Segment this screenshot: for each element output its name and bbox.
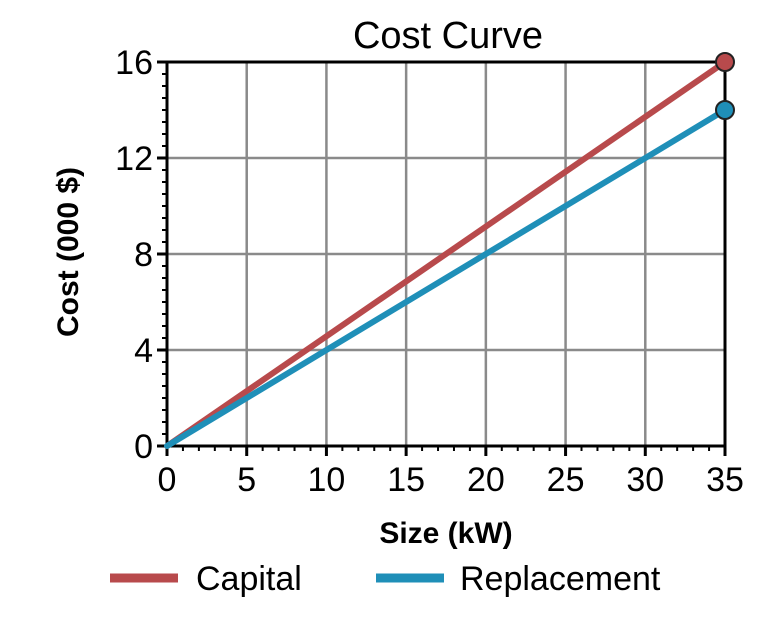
- x-tick-label: 0: [158, 461, 177, 499]
- y-axis-title: Cost (000 $): [52, 167, 85, 337]
- x-tick-label: 20: [467, 461, 505, 499]
- x-tick-label: 25: [547, 461, 585, 499]
- y-tick-label: 0: [134, 428, 153, 466]
- chart-title: Cost Curve: [353, 15, 543, 57]
- y-axis-ticks: 0 4 8 12 16: [115, 44, 167, 466]
- x-tick-label: 5: [237, 461, 256, 499]
- legend: Capital Replacement: [110, 560, 661, 598]
- legend-label: Replacement: [460, 560, 661, 598]
- x-axis-title: Size (kW): [379, 517, 512, 550]
- series-line-capital: [164, 59, 728, 449]
- series-endpoint-marker: [715, 100, 735, 120]
- y-tick-label: 8: [134, 236, 153, 274]
- series-endpoint-marker: [715, 52, 735, 72]
- x-axis-ticks: 0 5 10 15 20 25 30 35: [158, 446, 744, 499]
- series-line-replacement: [164, 107, 728, 449]
- grid: [167, 62, 725, 446]
- x-tick-label: 15: [387, 461, 425, 499]
- x-tick-label: 30: [626, 461, 664, 499]
- x-tick-label: 10: [308, 461, 346, 499]
- x-tick-label: 35: [706, 461, 744, 499]
- series-lines: [164, 52, 735, 449]
- y-tick-label: 12: [115, 140, 153, 178]
- legend-label: Capital: [196, 560, 302, 598]
- y-tick-label: 16: [115, 44, 153, 82]
- y-tick-label: 4: [134, 332, 153, 370]
